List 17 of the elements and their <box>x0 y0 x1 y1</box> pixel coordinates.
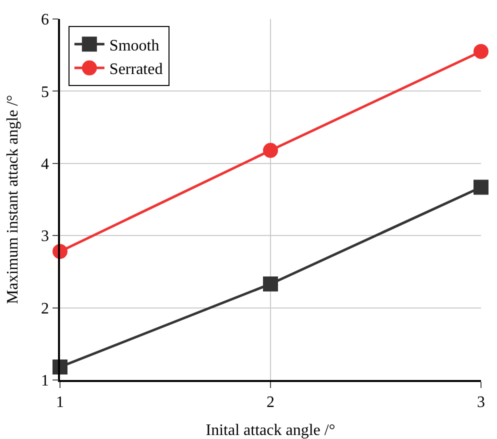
legend-label: Serrated <box>109 61 163 78</box>
y-axis-title: Maximum instant attack angle /° <box>4 94 22 304</box>
point <box>474 180 488 195</box>
y-tick-label: 4 <box>41 156 50 173</box>
point <box>263 142 278 158</box>
point <box>263 276 278 292</box>
y-tick-label: 2 <box>41 300 50 318</box>
y-tick-label: 6 <box>41 12 50 29</box>
x-tick-label: 1 <box>56 394 64 411</box>
y-tick-label: 3 <box>41 228 50 246</box>
x-axis-title: Inital attack angle /° <box>206 422 336 439</box>
y-tick-label: 5 <box>41 84 50 101</box>
x-tick-label: 2 <box>266 394 274 411</box>
legend-label: Smooth <box>109 37 160 54</box>
point <box>474 44 488 59</box>
y-tick-label: 1 <box>41 372 50 390</box>
x-tick-label: 3 <box>477 394 485 411</box>
